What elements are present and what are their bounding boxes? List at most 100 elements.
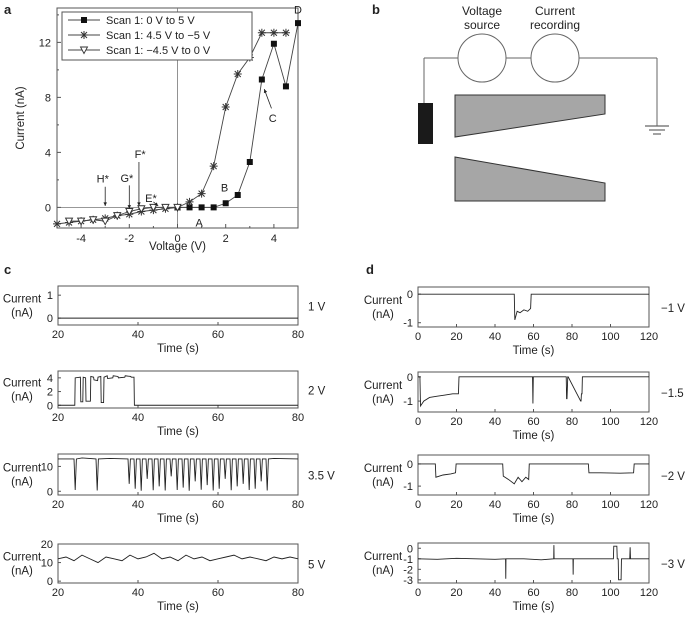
data-point (112, 212, 122, 221)
y-axis-label-line1: Current (3, 552, 42, 564)
data-point (53, 219, 61, 228)
trace-chart-c-2V: 20 40 60 80 02 4 Time (s) Current (nA) 2 V (3, 370, 326, 438)
asterisk-stroke (186, 198, 193, 206)
x-tick-label: 20 (450, 331, 462, 343)
x-tick-label: 0 (415, 331, 421, 343)
x-axis-label: Time (s) (157, 513, 199, 525)
legend-marker (79, 46, 89, 55)
x-tick-label: 0 (415, 416, 421, 428)
x-tick-label: 80 (292, 329, 304, 341)
current-trace (417, 545, 649, 581)
panel-label-a: a (4, 2, 12, 17)
nanopore-circuit-diagram: Voltage source Current recording (418, 4, 669, 202)
panel-label-d: d (366, 262, 374, 277)
x-tick-label: 40 (489, 499, 501, 511)
y-tick-label: 4 (45, 147, 51, 159)
y-tick-label: 4 (47, 373, 53, 385)
asterisk-stroke (258, 29, 266, 37)
y-tick-label: 2 (47, 387, 53, 399)
y-axis-label-line1: Current (3, 378, 42, 390)
x-tick-label: 40 (132, 499, 144, 511)
x-tick-label: 20 (52, 329, 64, 341)
x-tick-label: 0 (415, 587, 421, 599)
y-axis-label-line1: Current (364, 380, 403, 392)
y-axis-label-line1: Current (364, 551, 403, 563)
y-axis-label-line2: (nA) (11, 566, 33, 578)
voltage-label: −2 V (661, 471, 685, 483)
data-point (100, 217, 110, 226)
data-point (173, 203, 182, 212)
legend-entry: Scan 1: 4.5 V to −5 V (106, 30, 211, 42)
x-tick-label: 40 (132, 329, 144, 341)
x-tick-label: 2 (223, 233, 229, 245)
data-point (76, 217, 86, 226)
asterisk-stroke (222, 103, 230, 111)
annotation-label: H* (97, 174, 110, 186)
data-point (246, 159, 253, 165)
annotation-label: E* (145, 193, 157, 205)
y-tick-label: 0 (407, 289, 413, 301)
y-tick-label: 20 (41, 539, 53, 551)
x-tick-label: 60 (212, 329, 224, 341)
voltage-label: −3 V (661, 559, 685, 571)
x-tick-label: 120 (640, 331, 658, 343)
data-point (257, 28, 266, 37)
legend-entry: Scan 1: 0 V to 5 V (106, 15, 195, 27)
x-tick-label: 80 (292, 412, 304, 424)
x-tick-label: 40 (132, 412, 144, 424)
y-axis-label-line2: (nA) (11, 392, 33, 404)
x-tick-label: 80 (566, 331, 578, 343)
x-tick-label: 120 (640, 499, 658, 511)
plot-frame (57, 370, 299, 409)
asterisk-stroke (210, 162, 218, 170)
y-tick-label: -1 (403, 318, 413, 330)
plot-frame (417, 542, 650, 584)
x-tick-label: 60 (212, 587, 224, 599)
annotation-arrowhead (154, 202, 159, 206)
data-point (198, 204, 205, 211)
data-point (222, 200, 229, 207)
x-axis-label: Time (s) (513, 345, 555, 357)
y-tick-label: -1 (403, 554, 413, 566)
x-tick-label: 40 (132, 587, 144, 599)
x-tick-label: 60 (527, 587, 539, 599)
y-tick-label: -2 (403, 564, 413, 576)
annotation-arrowhead (137, 202, 141, 206)
data-point (64, 217, 74, 226)
current-trace (57, 552, 299, 564)
data-point (295, 20, 301, 27)
data-point (210, 204, 217, 211)
voltage-label: 5 V (308, 560, 326, 572)
x-tick-label: 100 (601, 416, 619, 428)
current-trace (418, 376, 649, 408)
x-tick-label: 20 (52, 499, 64, 511)
x-tick-label: 4 (271, 233, 277, 245)
x-axis-label: Time (s) (513, 601, 555, 613)
lower-membrane-wedge (454, 156, 606, 202)
voltage-label: 3.5 V (308, 471, 335, 483)
annotation-label: C (269, 113, 277, 125)
x-tick-label: 0 (174, 233, 180, 245)
electrode (418, 103, 433, 144)
current-recording-circle (530, 33, 580, 83)
current-trace (58, 457, 299, 491)
asterisk-stroke (282, 29, 290, 37)
voltage-label: 2 V (308, 386, 326, 398)
data-point (149, 203, 158, 212)
data-point (258, 76, 265, 83)
y-axis-label-line2: (nA) (372, 565, 394, 577)
x-tick-label: 20 (450, 587, 462, 599)
data-point (270, 40, 277, 47)
x-axis-label: Voltage (V) (149, 241, 206, 253)
y-tick-label: 0 (407, 543, 413, 555)
x-tick-label: -4 (76, 233, 86, 245)
y-axis-label-line1: Current (3, 294, 42, 306)
series-line (69, 206, 178, 222)
data-point (281, 28, 290, 37)
current-recording-label-2: recording (530, 18, 580, 32)
annotation-arrowhead (263, 89, 268, 94)
x-tick-label: 0 (415, 499, 421, 511)
data-point (221, 103, 230, 111)
x-tick-label: 100 (601, 499, 619, 511)
